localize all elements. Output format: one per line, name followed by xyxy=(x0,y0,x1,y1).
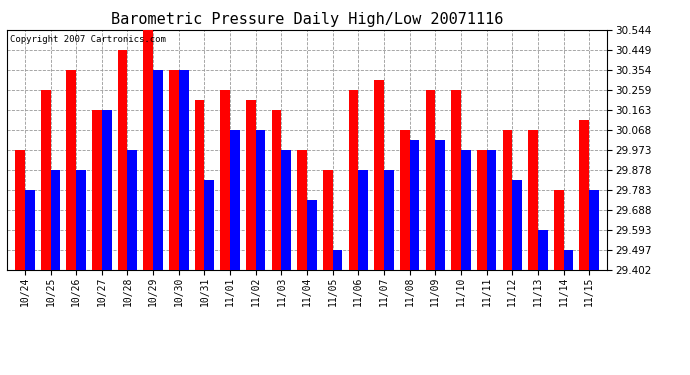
Bar xyxy=(410,140,420,270)
Bar xyxy=(538,230,548,270)
Bar xyxy=(589,190,599,270)
Bar xyxy=(195,100,204,270)
Bar xyxy=(400,130,410,270)
Bar xyxy=(179,70,188,270)
Bar xyxy=(169,70,179,270)
Bar xyxy=(118,50,128,270)
Bar xyxy=(282,150,291,270)
Bar xyxy=(451,90,461,270)
Bar xyxy=(435,140,445,270)
Bar xyxy=(486,150,496,270)
Bar xyxy=(204,180,214,270)
Bar xyxy=(256,130,266,270)
Bar xyxy=(15,150,25,270)
Bar xyxy=(76,170,86,270)
Bar xyxy=(323,170,333,270)
Bar xyxy=(580,120,589,270)
Bar xyxy=(92,110,102,270)
Bar xyxy=(333,250,342,270)
Bar xyxy=(102,110,112,270)
Bar xyxy=(25,190,34,270)
Bar xyxy=(426,90,435,270)
Bar xyxy=(297,150,307,270)
Bar xyxy=(502,130,512,270)
Bar xyxy=(358,170,368,270)
Title: Barometric Pressure Daily High/Low 20071116: Barometric Pressure Daily High/Low 20071… xyxy=(111,12,503,27)
Bar xyxy=(128,150,137,270)
Bar xyxy=(512,180,522,270)
Text: Copyright 2007 Cartronics.com: Copyright 2007 Cartronics.com xyxy=(10,35,166,44)
Bar xyxy=(477,150,486,270)
Bar xyxy=(348,90,358,270)
Bar xyxy=(384,170,394,270)
Bar xyxy=(153,70,163,270)
Bar xyxy=(307,200,317,270)
Bar xyxy=(246,100,256,270)
Bar xyxy=(564,250,573,270)
Bar xyxy=(66,70,76,270)
Bar xyxy=(374,80,384,270)
Bar xyxy=(272,110,282,270)
Bar xyxy=(41,90,50,270)
Bar xyxy=(144,30,153,270)
Bar xyxy=(220,90,230,270)
Bar xyxy=(50,170,60,270)
Bar xyxy=(230,130,240,270)
Bar xyxy=(461,150,471,270)
Bar xyxy=(554,190,564,270)
Bar xyxy=(528,130,538,270)
